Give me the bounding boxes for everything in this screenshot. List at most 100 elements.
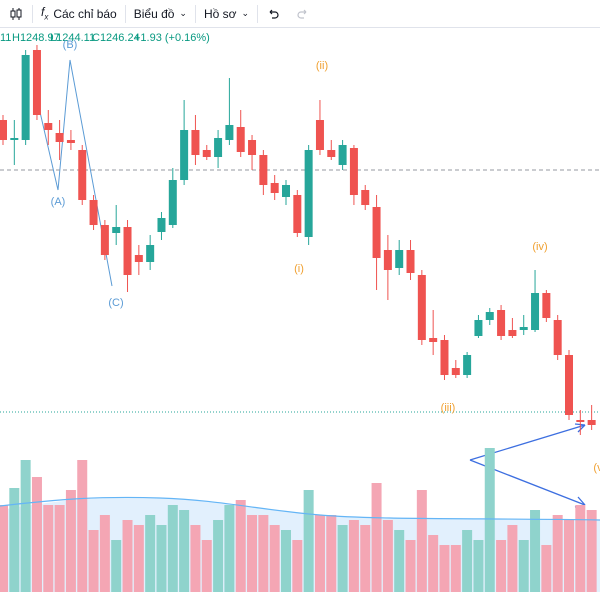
volume-bar <box>145 515 156 592</box>
volume-bar <box>405 540 416 592</box>
candle-body <box>383 250 392 270</box>
candle-body <box>21 55 30 140</box>
candle-body <box>315 120 324 150</box>
volume-bar <box>575 505 586 592</box>
candle-body <box>372 207 381 258</box>
volume-bar <box>9 488 20 592</box>
separator <box>32 4 33 23</box>
volume-bar <box>224 505 235 592</box>
chart: 11 H1248.97 L1244.11 C1246.24 +1.93 (+0.… <box>0 32 600 592</box>
candle-body <box>508 330 517 336</box>
volume-bar <box>99 515 110 592</box>
volume-bar <box>371 483 382 592</box>
candle-body <box>146 245 155 262</box>
candle-body <box>214 138 223 157</box>
candle-body <box>202 150 211 157</box>
undo-button[interactable] <box>258 0 288 27</box>
candle-body <box>134 255 143 262</box>
candle-body <box>565 355 573 415</box>
candle-body <box>270 183 279 193</box>
volume-bar <box>518 540 529 592</box>
fx-icon: fx <box>41 5 49 22</box>
chevron: ⌄ <box>179 8 187 18</box>
candle-body <box>248 140 257 155</box>
indicators-button[interactable]: fx Các chỉ báo <box>33 0 125 27</box>
candle-body <box>463 355 472 375</box>
candle-body <box>180 130 189 180</box>
redo-button[interactable] <box>288 0 318 27</box>
open-value: 11 <box>0 32 11 44</box>
candle-body <box>123 227 132 275</box>
candle-body <box>66 140 75 143</box>
candle-body <box>55 133 64 142</box>
ohlc-legend: 11 H1248.97 L1244.11 C1246.24 +1.93 (+0.… <box>0 32 210 44</box>
candle-body <box>542 293 551 318</box>
volume-bar <box>133 525 144 592</box>
volume-bar <box>88 530 99 592</box>
volume-bar <box>462 530 473 592</box>
volume-bar <box>179 510 190 592</box>
candle-body <box>236 127 245 152</box>
candle-body <box>349 148 358 195</box>
separator <box>257 4 259 23</box>
candle-body <box>293 195 302 233</box>
volume-bar <box>258 515 269 592</box>
candle-type-button[interactable] <box>0 0 32 27</box>
volume-bar <box>541 545 552 592</box>
wave-line <box>39 59 113 287</box>
volume-bar <box>235 500 246 592</box>
chart-menu[interactable]: Biểu đồ ⌄ <box>126 0 195 27</box>
candle-body <box>406 250 415 273</box>
volume-bar <box>303 490 314 592</box>
volume-bar <box>507 525 518 592</box>
undo-icon <box>269 9 279 19</box>
volume-bar <box>496 540 507 592</box>
candle-icon <box>10 7 22 20</box>
volume-bar <box>552 515 563 592</box>
candles <box>0 45 596 435</box>
wave-label: (v <box>593 462 600 474</box>
candle-body <box>327 150 336 157</box>
candle-body <box>78 150 87 200</box>
volume-bar <box>43 505 54 592</box>
candle-body <box>191 130 200 155</box>
volume-bar <box>156 525 167 592</box>
volume-bar <box>326 515 337 592</box>
profile-menu[interactable]: Hồ sơ ⌄ <box>196 0 257 27</box>
volume-bar <box>167 505 178 592</box>
volume-bar <box>111 540 122 592</box>
candle-body <box>0 120 7 140</box>
candle-body <box>519 327 528 330</box>
candle-body <box>576 420 585 422</box>
volume-bar <box>564 520 574 592</box>
wave-label: (i) <box>294 263 304 275</box>
volume-bar <box>473 540 484 592</box>
low-value: L1244.11 <box>50 32 95 44</box>
volume-bar <box>0 505 8 592</box>
candle-body <box>474 320 483 336</box>
volume-bar <box>247 515 258 592</box>
chevron: ⌄ <box>241 8 250 18</box>
separator <box>194 4 196 23</box>
volume-bar <box>190 525 201 592</box>
volume-bar <box>20 460 31 592</box>
volume-pane <box>0 448 597 592</box>
candle-body <box>531 293 540 330</box>
wave-labels: (B) (A) (C) (ii) (i) (iv) (iii) (v <box>51 39 600 474</box>
candle-body <box>338 145 347 165</box>
candle-body <box>417 275 426 340</box>
volume-bar <box>530 510 541 592</box>
volume-bar <box>416 490 427 592</box>
candle-body <box>44 123 53 130</box>
volume-bar <box>314 515 325 592</box>
profile-label: Hồ sơ <box>203 6 237 21</box>
volume-bar <box>213 520 224 592</box>
volume-bar <box>360 525 371 592</box>
volume-bar <box>77 460 88 592</box>
candle-body <box>259 155 268 185</box>
change-value: +1.93 (+0.16%) <box>134 32 210 44</box>
volume-bar <box>122 520 133 592</box>
wave-label: (iv) <box>532 241 547 253</box>
candle-body <box>112 227 121 233</box>
high-value: H1248.97 <box>12 32 60 44</box>
